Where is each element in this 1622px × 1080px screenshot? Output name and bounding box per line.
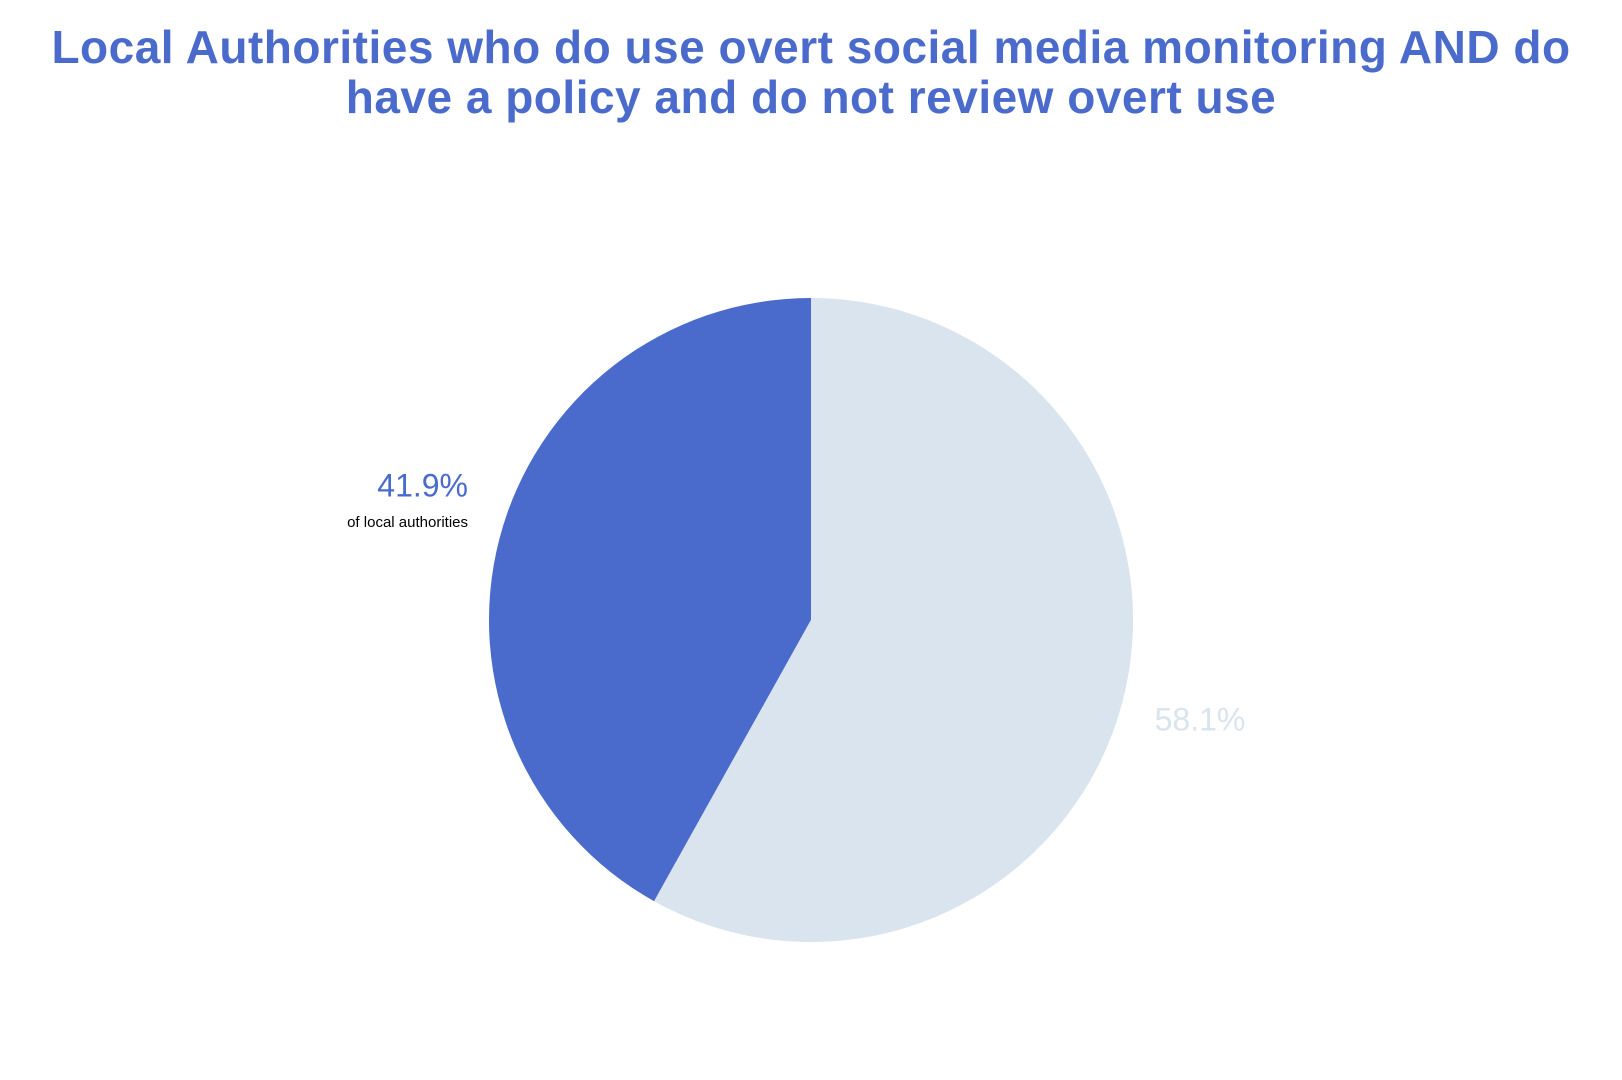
data-label: 58.1% [1155, 701, 1246, 737]
chart-title: Local Authorities who do use overt socia… [51, 21, 1571, 123]
pie-slice [654, 298, 1133, 942]
data-label: 41.9% [377, 467, 468, 503]
annotation: of local authorities [347, 514, 468, 531]
pie-slice [489, 298, 811, 902]
